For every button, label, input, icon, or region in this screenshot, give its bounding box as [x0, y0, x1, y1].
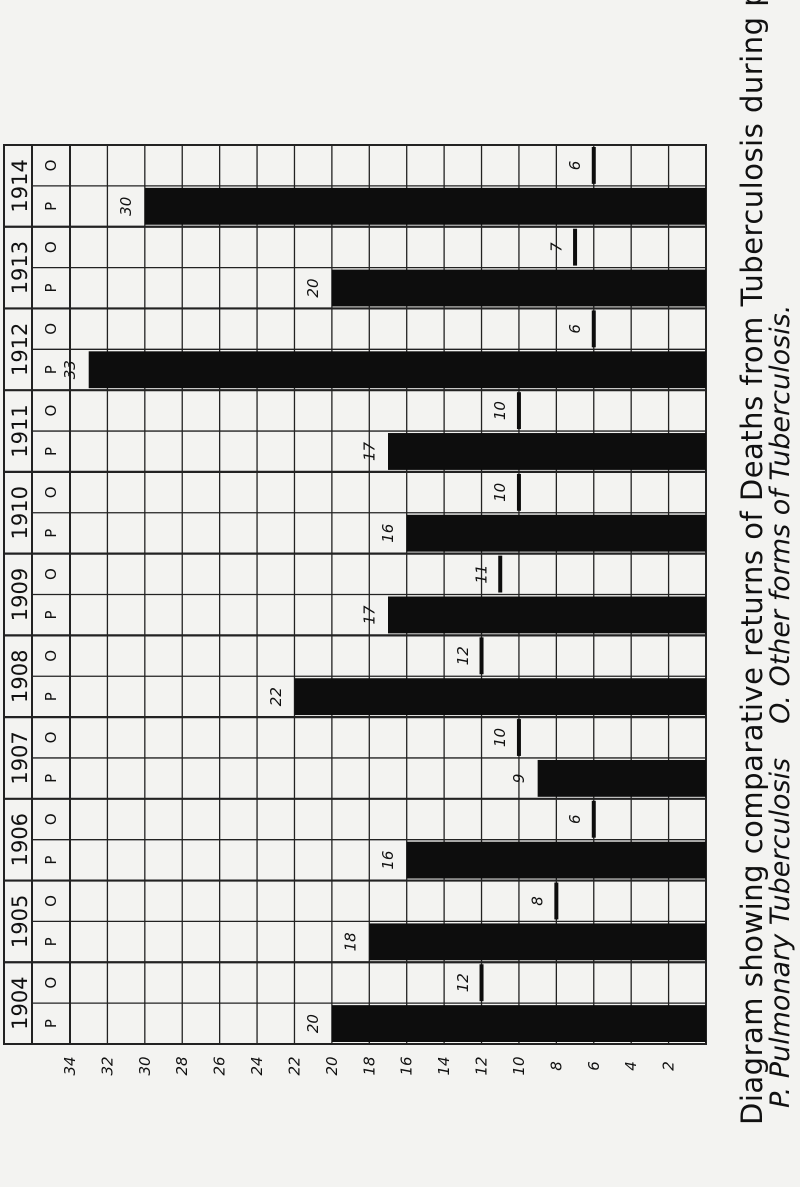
- data-label: 12: [454, 973, 472, 992]
- data-label: 10: [491, 401, 509, 420]
- data-label: 9: [510, 774, 528, 784]
- series-label: O: [42, 568, 60, 580]
- data-label: 10: [491, 483, 509, 502]
- bar-pulmonary: [294, 678, 706, 716]
- series-label: O: [42, 405, 60, 417]
- bar-pulmonary: [406, 841, 706, 879]
- data-label: 20: [304, 1014, 322, 1033]
- year-label: 1906: [8, 813, 32, 866]
- data-label: 18: [342, 932, 360, 951]
- axis-tick-label: 2: [660, 1061, 678, 1071]
- axis-tick-label: 20: [323, 1056, 341, 1075]
- data-label: 12: [454, 646, 472, 665]
- axis-tick-label: 10: [510, 1056, 528, 1075]
- data-label: 6: [566, 161, 584, 171]
- year-label: 1904: [8, 976, 32, 1029]
- year-label: 1908: [8, 650, 32, 703]
- axis-tick-label: 34: [61, 1056, 79, 1075]
- data-label: 30: [117, 197, 135, 216]
- bar-pulmonary: [144, 187, 706, 225]
- axis-tick-label: 28: [173, 1056, 191, 1075]
- series-label: P: [42, 937, 60, 946]
- series-label: O: [42, 486, 60, 498]
- axis-tick-label: 32: [98, 1056, 116, 1075]
- year-label: 1911: [8, 404, 32, 457]
- series-label: O: [42, 650, 60, 662]
- series-label: O: [42, 732, 60, 744]
- bar-pulmonary: [537, 759, 706, 797]
- data-label: 17: [360, 605, 378, 625]
- bar-pulmonary: [406, 514, 706, 552]
- bar-pulmonary: [388, 596, 706, 634]
- data-label: 33: [61, 360, 79, 379]
- series-label: O: [42, 241, 60, 253]
- axis-tick-label: 4: [622, 1061, 640, 1071]
- axis-tick-label: 16: [398, 1056, 416, 1075]
- series-label: O: [42, 323, 60, 335]
- data-label: 16: [379, 524, 397, 543]
- year-label: 1913: [8, 241, 32, 294]
- data-label: 16: [379, 851, 397, 870]
- axis-tick-label: 8: [547, 1061, 565, 1071]
- year-label: 1910: [8, 486, 32, 539]
- series-label: P: [42, 447, 60, 456]
- series-label: P: [42, 610, 60, 619]
- year-label: 1914: [8, 159, 32, 212]
- axis-tick-label: 30: [136, 1056, 154, 1075]
- axis-tick-label: 12: [473, 1056, 491, 1075]
- data-label: 20: [304, 278, 322, 297]
- bar-pulmonary: [388, 433, 706, 470]
- data-label: 6: [566, 814, 584, 824]
- data-label: 7: [547, 242, 565, 252]
- series-label: P: [42, 365, 60, 374]
- axis-tick-label: 18: [360, 1056, 378, 1075]
- axis-tick-label: 6: [585, 1061, 603, 1071]
- series-label: O: [42, 895, 60, 907]
- axis-tick-label: 24: [248, 1056, 266, 1075]
- data-label: 22: [267, 687, 285, 706]
- bar-pulmonary: [369, 923, 706, 961]
- bar-pulmonary: [88, 351, 707, 389]
- axis-tick-label: 14: [435, 1056, 453, 1075]
- series-label: P: [42, 774, 60, 783]
- data-label: 10: [491, 728, 509, 747]
- year-label: 1907: [8, 731, 32, 784]
- series-label: O: [42, 160, 60, 172]
- series-label: P: [42, 692, 60, 701]
- year-label: 1912: [8, 323, 32, 376]
- data-label: 6: [566, 324, 584, 334]
- bar-pulmonary: [331, 1005, 706, 1042]
- data-label: 17: [360, 441, 378, 461]
- series-label: P: [42, 283, 60, 292]
- series-label: O: [42, 977, 60, 989]
- axis-tick-label: 26: [211, 1056, 229, 1075]
- year-label: 1909: [8, 568, 32, 621]
- bar-pulmonary: [331, 269, 706, 307]
- series-label: P: [42, 202, 60, 211]
- series-label: P: [42, 1019, 60, 1028]
- series-label: O: [42, 813, 60, 825]
- data-label: 8: [529, 896, 547, 906]
- series-label: P: [42, 856, 60, 865]
- axis-tick-label: 22: [285, 1056, 303, 1075]
- series-label: P: [42, 529, 60, 538]
- data-label: 11: [473, 565, 491, 584]
- year-label: 1905: [8, 895, 32, 948]
